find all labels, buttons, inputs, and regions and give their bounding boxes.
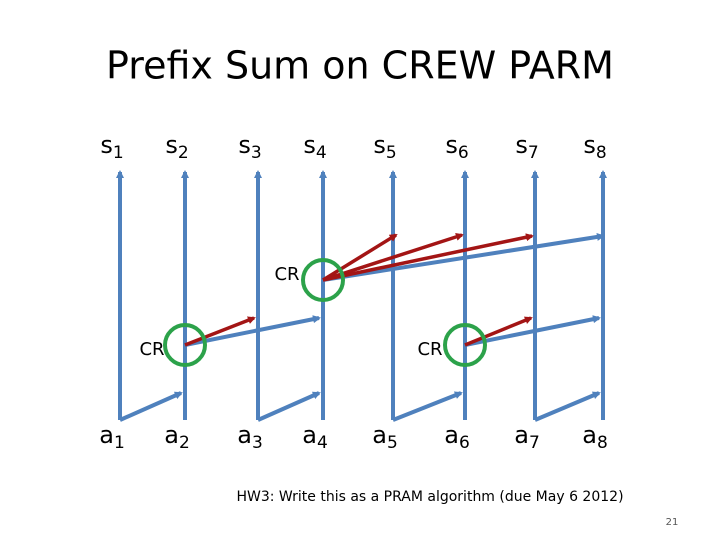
title: Prefix Sum on CREW PARM xyxy=(106,44,614,88)
label-base: s xyxy=(303,131,316,159)
label-sub: 3 xyxy=(252,433,263,453)
label-base: s xyxy=(583,131,596,159)
a-label: a4 xyxy=(302,421,328,453)
footnote: HW3: Write this as a PRAM algorithm (due… xyxy=(236,489,623,505)
label-base: s xyxy=(515,131,528,159)
label-sub: 8 xyxy=(597,433,608,453)
s-label: s7 xyxy=(515,131,538,163)
label-sub: 8 xyxy=(596,143,607,163)
a-label: a2 xyxy=(164,421,190,453)
label-sub: 7 xyxy=(529,433,540,453)
a-label: a1 xyxy=(99,421,125,453)
label-base: s xyxy=(373,131,386,159)
label-base: a xyxy=(514,421,529,449)
s-label: s2 xyxy=(165,131,188,163)
label-sub: 2 xyxy=(178,143,189,163)
label-sub: 4 xyxy=(317,433,328,453)
label-sub: 6 xyxy=(459,433,470,453)
label-sub: 1 xyxy=(114,433,125,453)
label-base: a xyxy=(582,421,597,449)
label-base: a xyxy=(164,421,179,449)
cr-label: CR xyxy=(139,339,164,360)
s-label: s6 xyxy=(445,131,468,163)
label-sub: 2 xyxy=(179,433,190,453)
s-label: s4 xyxy=(303,131,326,163)
s-label: s5 xyxy=(373,131,396,163)
read-arrows xyxy=(184,233,534,347)
label-sub: 4 xyxy=(316,143,327,163)
page-number: 21 xyxy=(666,517,679,528)
label-base: s xyxy=(238,131,251,159)
label-base: a xyxy=(302,421,317,449)
label-base: s xyxy=(100,131,113,159)
s-label: s8 xyxy=(583,131,606,163)
label-base: a xyxy=(444,421,459,449)
label-base: s xyxy=(445,131,458,159)
label-base: a xyxy=(99,421,114,449)
cr-label: CR xyxy=(274,264,299,285)
a-label: a5 xyxy=(372,421,398,453)
s-label: s3 xyxy=(238,131,261,163)
label-base: s xyxy=(165,131,178,159)
cr-label: CR xyxy=(417,339,442,360)
label-sub: 5 xyxy=(386,143,397,163)
label-sub: 5 xyxy=(387,433,398,453)
label-sub: 3 xyxy=(251,143,262,163)
label-base: a xyxy=(237,421,252,449)
a-label: a8 xyxy=(582,421,608,453)
wires xyxy=(116,170,607,422)
a-label: a6 xyxy=(444,421,470,453)
a-label: a7 xyxy=(514,421,540,453)
label-sub: 1 xyxy=(113,143,124,163)
a-label: a3 xyxy=(237,421,263,453)
label-base: a xyxy=(372,421,387,449)
label-sub: 7 xyxy=(528,143,539,163)
label-sub: 6 xyxy=(458,143,469,163)
read-circles xyxy=(163,258,487,367)
s-label: s1 xyxy=(100,131,123,163)
